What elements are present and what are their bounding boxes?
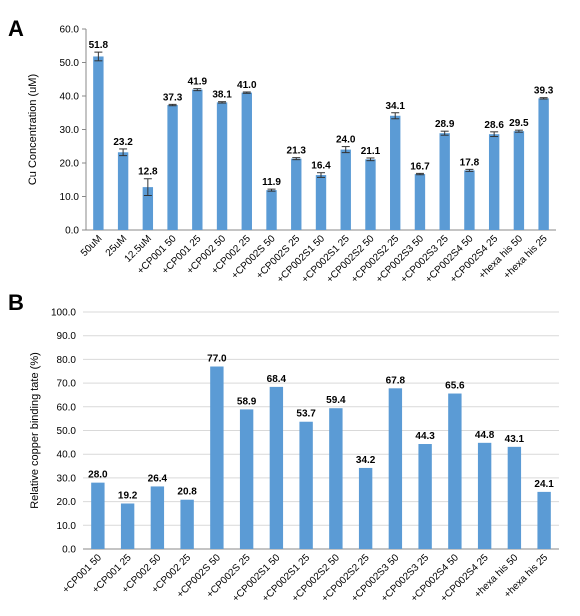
chart-b-bar — [210, 366, 224, 549]
chart-a-data-label: 28.6 — [484, 120, 504, 131]
chart-a-bar — [291, 158, 302, 230]
chart-b-ytick-label: 30.0 — [57, 473, 77, 484]
chart-b-ytick-label: 0.0 — [62, 545, 76, 556]
chart-a-bar — [167, 105, 178, 230]
chart-a-bar — [439, 133, 450, 230]
chart-a-ytick-label: 0.0 — [65, 226, 79, 237]
chart-a-bar — [216, 102, 228, 230]
chart-a-ytick-label: 20.0 — [60, 159, 80, 170]
chart-a-ytick-label: 50.0 — [60, 58, 80, 69]
chart-a-bar — [390, 115, 401, 230]
chart-a-bar — [266, 190, 277, 230]
chart-b-ytick-label: 20.0 — [57, 497, 77, 508]
chart-a-data-label: 24.0 — [336, 135, 356, 146]
chart-b-bar — [91, 482, 105, 549]
chart-a-data-label: 16.4 — [311, 161, 331, 172]
chart-a-ytick-label: 10.0 — [60, 192, 80, 203]
chart-b-data-label: 58.9 — [237, 396, 257, 407]
chart-b-bar — [180, 499, 194, 549]
chart-a-data-label: 41.0 — [237, 80, 257, 91]
chart-b-data-label: 67.8 — [386, 375, 406, 386]
chart-b-data-label: 44.8 — [475, 430, 495, 441]
chart-b-bar — [329, 408, 343, 549]
chart-a-data-label: 21.1 — [361, 146, 381, 157]
chart-b-bar — [448, 393, 462, 549]
chart-a-ytick-label: 40.0 — [60, 92, 80, 103]
chart-a-bar — [488, 134, 500, 230]
chart-b-bar — [418, 444, 432, 549]
chart-a-data-label: 11.9 — [262, 177, 281, 188]
chart-b-ytick-label: 80.0 — [57, 355, 77, 366]
chart-b: 0.0 10.0 20.0 30.0 40.0 50.0 60.0 70.0 80.0 90.0 1… — [51, 308, 559, 604]
chart-b-ytick-label: 50.0 — [57, 426, 77, 437]
chart-a-data-label: 28.9 — [435, 119, 455, 130]
chart-b-data-label: 20.8 — [177, 487, 197, 498]
chart-a-bar — [365, 159, 376, 230]
chart-a-data-label: 23.2 — [113, 137, 133, 148]
chart-b-bar — [537, 491, 551, 549]
chart-b-ytick-label: 60.0 — [57, 402, 77, 413]
panel-letter-b: B — [8, 290, 24, 315]
chart-b-data-label: 68.4 — [267, 374, 287, 385]
chart-a-data-label: 41.9 — [188, 77, 208, 88]
chart-a-data-label: 17.8 — [460, 157, 480, 168]
chart-a-bar — [414, 174, 426, 230]
chart-a-bar — [192, 89, 203, 230]
chart-b-bar — [150, 486, 165, 549]
chart-a-data-label: 16.7 — [410, 161, 430, 172]
chart-a-bar — [340, 149, 351, 230]
chart-a: 0.0 10.0 20.0 30.0 40.0 50.0 60.0 51.8 50uM 23.2 2… — [60, 25, 556, 285]
chart-a-ytick-label: 30.0 — [60, 125, 80, 136]
chart-a-bar — [241, 92, 252, 231]
chart-b-data-label: 77.0 — [207, 354, 227, 365]
chart-b-bar — [477, 442, 492, 549]
chart-a-data-label: 34.1 — [385, 101, 405, 112]
chart-b-bar — [358, 467, 373, 549]
chart-b-data-label: 28.0 — [88, 470, 108, 481]
chart-b-ytick-label: 90.0 — [57, 331, 77, 342]
chart-a-bar — [117, 152, 129, 230]
chart-a-data-label: 21.3 — [287, 146, 307, 157]
chart-b-data-label: 43.1 — [505, 434, 525, 445]
panel-letter-a: A — [8, 16, 24, 41]
chart-a-ytick-label: 60.0 — [60, 25, 80, 36]
chart-a-data-label: 37.3 — [163, 92, 183, 103]
chart-a-bar — [93, 56, 104, 230]
chart-b-data-label: 24.1 — [534, 479, 554, 490]
chart-a-data-label: 38.1 — [212, 90, 232, 101]
chart-a-bar — [315, 175, 327, 230]
chart-b-bar — [507, 446, 522, 549]
chart-b-ytick-label: 100.0 — [51, 308, 76, 319]
chart-b-data-label: 26.4 — [148, 473, 168, 484]
chart-b-data-label: 44.3 — [415, 431, 435, 442]
chart-b-ylabel: Relative copper binding tate (%) — [29, 352, 41, 509]
chart-a-data-label: 51.8 — [89, 40, 109, 51]
chart-a-bar — [142, 187, 154, 230]
chart-a-bar — [464, 170, 475, 230]
chart-a-ylabel: Cu Concentration (uM) — [27, 74, 39, 185]
chart-b-bar — [120, 503, 135, 549]
chart-a-bar — [513, 131, 525, 230]
chart-b-bar — [388, 388, 403, 549]
chart-a-data-label: 29.5 — [509, 118, 529, 129]
chart-b-bar — [269, 386, 284, 549]
chart-b-data-label: 65.6 — [445, 381, 465, 392]
chart-a-bar — [538, 98, 549, 230]
chart-b-data-label: 59.4 — [326, 395, 346, 406]
chart-b-bar — [239, 409, 254, 549]
chart-a-data-label: 12.8 — [138, 167, 158, 178]
chart-b-data-label: 53.7 — [296, 409, 316, 420]
chart-b-ytick-label: 40.0 — [57, 450, 77, 461]
chart-a-category-label: 50uM — [79, 233, 104, 258]
chart-b-data-label: 34.2 — [356, 455, 376, 466]
chart-b-bar — [299, 421, 313, 549]
chart-a-data-label: 39.3 — [534, 86, 554, 97]
chart-b-data-label: 19.2 — [118, 490, 138, 501]
chart-b-ytick-label: 70.0 — [57, 379, 77, 390]
chart-b-ytick-label: 10.0 — [57, 521, 77, 532]
